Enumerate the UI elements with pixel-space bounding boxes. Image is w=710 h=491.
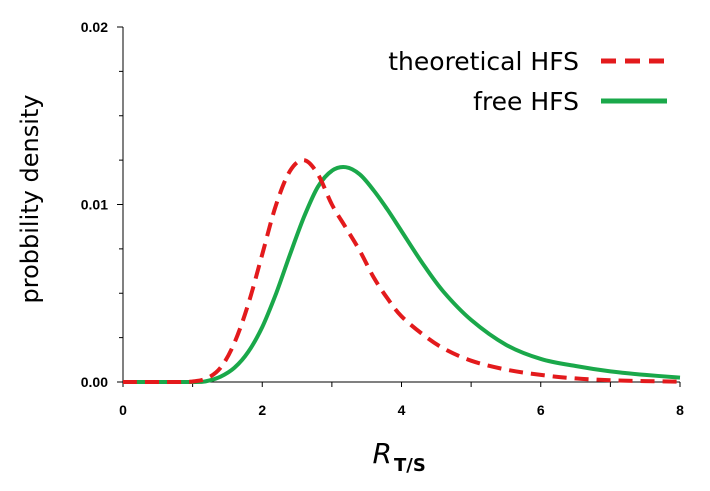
x-axis: 0 2 4 6 8 <box>119 381 684 418</box>
x-axis-title-subscript: T/S <box>394 455 426 476</box>
y-tick-label: 0.01 <box>81 197 108 213</box>
x-tick-label: 2 <box>258 402 266 418</box>
x-tick-label: 4 <box>398 402 406 418</box>
series-line-theoretical-hfs <box>123 158 681 384</box>
y-tick-label: 0.00 <box>81 374 108 390</box>
y-axis: 0.00 0.01 0.02 <box>81 19 124 390</box>
y-tick-label: 0.02 <box>81 19 108 35</box>
x-tick-label: 8 <box>676 402 684 418</box>
x-axis-title: R <box>373 437 392 470</box>
legend-label-theoretical-hfs: theoretical HFS <box>388 47 579 76</box>
x-tick-label: 6 <box>537 402 545 418</box>
series-layer <box>123 158 681 385</box>
legend: theoretical HFS free HFS <box>388 47 667 116</box>
y-axis-title: probbility density <box>16 95 44 304</box>
x-tick-label: 0 <box>119 402 127 418</box>
legend-label-free-hfs: free HFS <box>473 87 579 116</box>
series-line-free-hfs <box>123 165 681 385</box>
